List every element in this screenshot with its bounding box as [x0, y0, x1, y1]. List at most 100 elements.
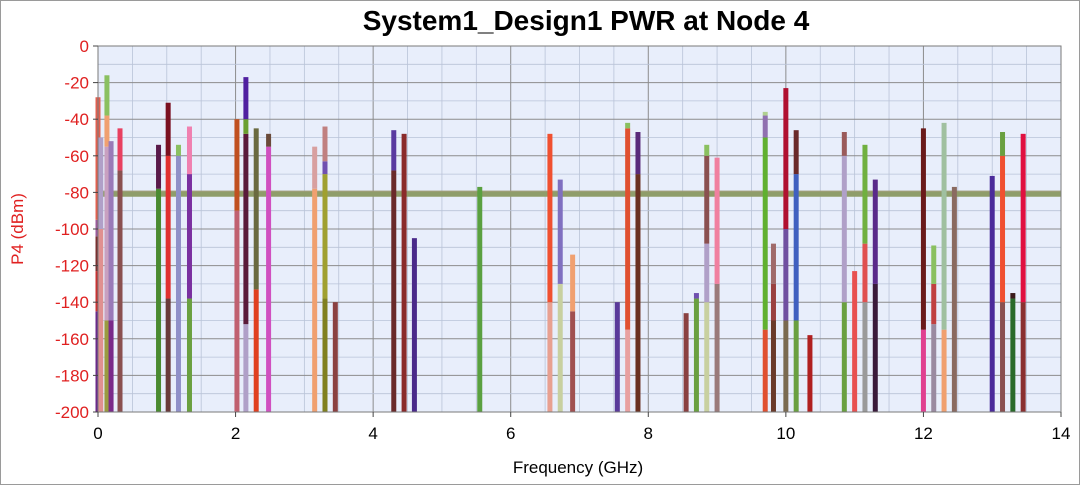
spectral-line-segment — [98, 137, 104, 229]
spectral-line-segment — [547, 133, 553, 303]
spectral-line-segment — [104, 75, 110, 116]
spectral-line-segment — [931, 324, 937, 412]
spectral-line-segment — [411, 238, 417, 412]
spectral-line — [570, 254, 576, 412]
spectral-line — [762, 111, 768, 412]
spectral-line — [312, 146, 318, 412]
spectral-line-segment — [614, 302, 620, 412]
spectral-line — [989, 175, 995, 412]
x-tick-label: 14 — [1052, 424, 1071, 443]
spectral-line-segment — [783, 229, 789, 321]
spectral-line — [841, 132, 847, 412]
spectral-line-segment — [683, 313, 689, 412]
spectral-line-segment — [477, 186, 483, 412]
spectral-line-segment — [862, 144, 868, 244]
x-axis-ticks: 0 2 4 6 8 10 12 14 — [93, 412, 1070, 443]
spectral-line-segment — [243, 324, 249, 412]
spectral-line — [635, 132, 641, 412]
x-tick-label: 12 — [914, 424, 933, 443]
spectral-line-segment — [186, 298, 192, 412]
spectral-line-segment — [243, 119, 249, 134]
y-tick-label: -20 — [64, 74, 89, 93]
y-tick-label: -200 — [55, 403, 89, 422]
spectral-line-segment — [793, 130, 799, 175]
spectral-line-segment — [186, 174, 192, 299]
spectral-line-segment — [920, 329, 926, 412]
spectral-line-segment — [714, 157, 720, 284]
spectral-line — [807, 335, 813, 412]
spectral-line-segment — [693, 298, 699, 412]
spectral-line-segment — [1020, 133, 1026, 303]
spectral-line-segment — [941, 329, 947, 412]
spectral-line-segment — [312, 188, 318, 412]
spectral-line-segment — [872, 179, 878, 284]
y-tick-label: 0 — [80, 37, 89, 56]
spectral-line-segment — [117, 128, 123, 171]
y-tick-label: -160 — [55, 330, 89, 349]
spectral-line-segment — [547, 302, 553, 412]
spectral-line — [793, 130, 799, 412]
spectral-line-segment — [557, 283, 563, 412]
x-axis-label: Frequency (GHz) — [513, 458, 643, 477]
spectral-line — [266, 133, 272, 412]
spectral-line-segment — [941, 122, 947, 330]
y-tick-label: -80 — [64, 183, 89, 202]
spectral-line — [951, 186, 957, 412]
spectral-line-segment — [1010, 293, 1016, 299]
spectral-line-segment — [770, 320, 776, 412]
spectral-line-segment — [243, 77, 249, 120]
spectral-line-segment — [312, 146, 318, 189]
spectral-line-segment — [322, 126, 328, 162]
spectral-line-segment — [175, 144, 181, 156]
spectral-line-segment — [862, 302, 868, 412]
spectral-line-segment — [104, 320, 110, 412]
spectral-line — [1000, 132, 1006, 412]
spectral-line-segment — [625, 122, 631, 129]
spectral-line — [557, 179, 563, 412]
spectral-line-segment — [391, 130, 397, 171]
spectral-line — [401, 133, 407, 412]
spectral-line-segment — [104, 115, 110, 147]
spectral-line — [108, 141, 114, 412]
spectral-line-segment — [807, 335, 813, 412]
spectral-line — [104, 75, 110, 412]
spectral-line-segment — [635, 132, 641, 175]
spectral-line-segment — [852, 271, 858, 412]
spectral-line-segment — [704, 302, 710, 412]
spectral-line-segment — [635, 174, 641, 412]
spectral-line-segment — [322, 298, 328, 412]
spectral-line-segment — [156, 144, 162, 189]
spectral-line — [156, 144, 162, 412]
spectral-line — [683, 313, 689, 412]
spectral-line — [98, 137, 104, 412]
spectral-line — [253, 128, 259, 412]
spectral-line-segment — [989, 175, 995, 412]
spectral-line-segment — [557, 179, 563, 284]
spectral-line — [175, 144, 181, 413]
spectral-line — [614, 302, 620, 412]
spectral-line-segment — [762, 137, 768, 330]
spectral-line-segment — [762, 115, 768, 138]
spectral-line-segment — [841, 132, 847, 156]
x-tick-label: 4 — [368, 424, 377, 443]
y-tick-label: -180 — [55, 366, 89, 385]
spectral-line — [625, 122, 631, 412]
spectral-line-segment — [117, 170, 123, 412]
spectral-line-segment — [1020, 302, 1026, 412]
noise-floor-layer — [98, 190, 1061, 197]
spectral-line-segment — [234, 210, 240, 412]
spectral-line-segment — [793, 320, 799, 412]
spectral-line-segment — [165, 298, 171, 412]
spectral-line-segment — [253, 289, 259, 412]
spectral-line — [852, 271, 858, 412]
spectral-line-segment — [704, 243, 710, 303]
spectral-line — [411, 238, 417, 412]
spectral-line-segment — [401, 133, 407, 412]
spectral-line-segment — [243, 133, 249, 325]
spectral-line — [117, 128, 123, 412]
spectral-line-segment — [951, 186, 957, 412]
spectral-line-segment — [391, 170, 397, 412]
spectral-line-segment — [872, 283, 878, 412]
spectral-line-segment — [1000, 132, 1006, 156]
spectral-line — [243, 77, 249, 412]
